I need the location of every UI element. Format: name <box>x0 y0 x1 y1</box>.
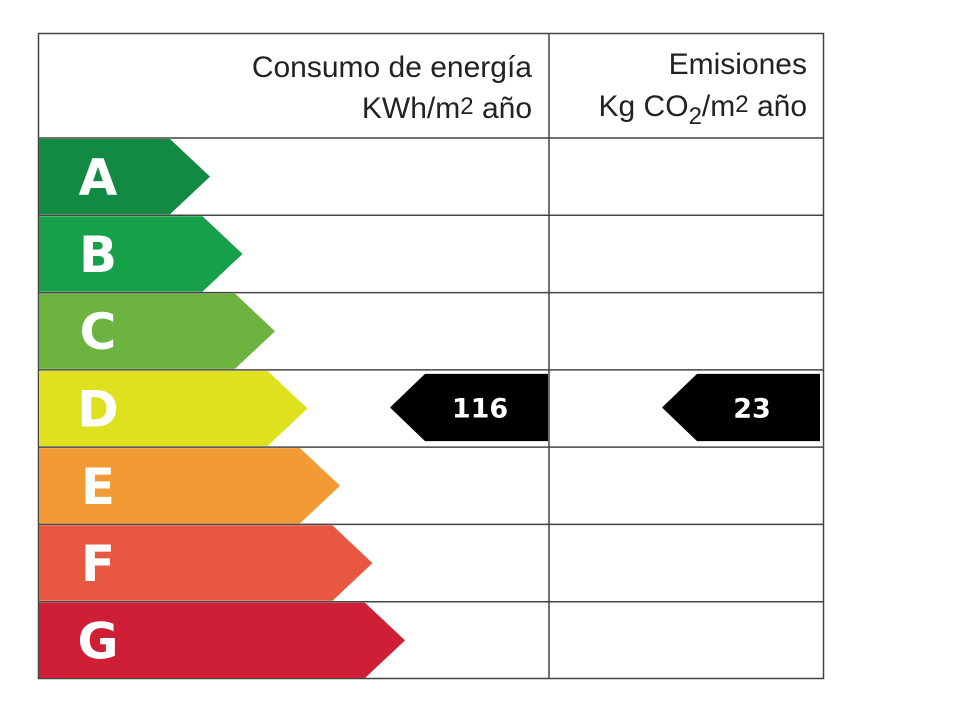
indicator-value: 116 <box>452 394 508 425</box>
rating-arrow <box>39 602 405 678</box>
rating-arrow <box>39 139 210 215</box>
rating-arrow <box>39 293 275 369</box>
unit-part: /m <box>702 90 735 123</box>
emissions-title: Emisiones <box>669 48 807 81</box>
rating-letter: B <box>79 226 117 284</box>
rating-letter: D <box>77 381 119 439</box>
rating-arrow <box>39 370 308 447</box>
rating-letter: G <box>77 612 118 670</box>
rating-arrow <box>39 525 373 601</box>
rating-letter: E <box>81 458 115 516</box>
energy-title: Consumo de energía <box>252 51 532 84</box>
unit-part: 2 <box>460 93 473 120</box>
energy-unit: KWh/m2 año <box>362 92 532 125</box>
unit-part: año <box>474 92 532 125</box>
rating-indicator <box>662 373 820 442</box>
unit-part: KWh/m <box>362 92 460 125</box>
unit-part: 2 <box>689 103 702 130</box>
rating-letter: C <box>80 303 117 361</box>
unit-part: Kg CO <box>599 90 689 123</box>
rating-arrow <box>39 448 340 524</box>
unit-part: 2 <box>735 91 748 118</box>
rating-indicator <box>390 373 548 442</box>
rating-arrow <box>39 216 243 292</box>
emissions-unit: Kg CO2/m2 año <box>599 90 807 130</box>
unit-part: año <box>749 90 807 123</box>
indicator-value: 23 <box>733 394 771 425</box>
rating-letter: F <box>81 535 115 593</box>
rating-letter: A <box>79 149 118 207</box>
